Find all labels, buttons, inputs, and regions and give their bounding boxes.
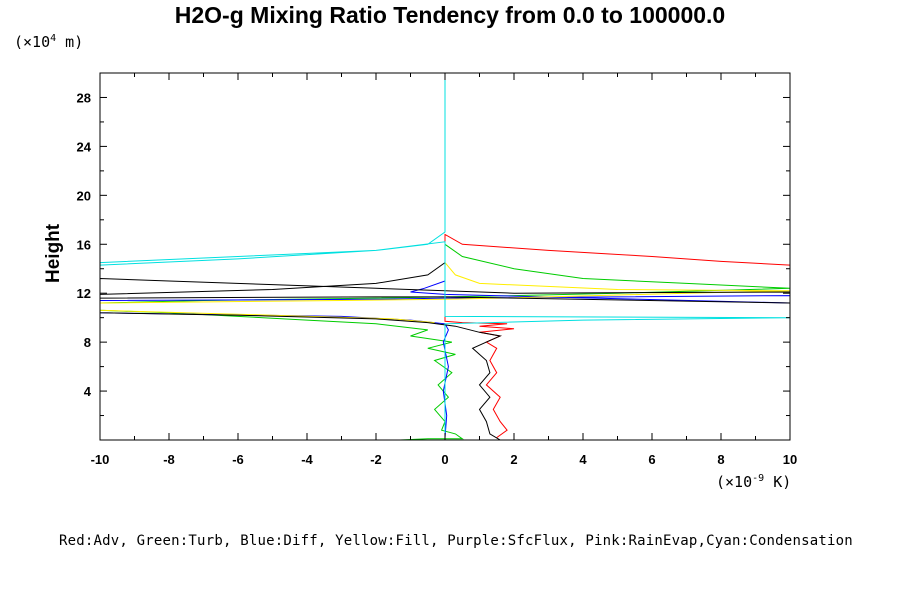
x-scale-suffix: K) bbox=[764, 473, 792, 491]
x-tick-label: -4 bbox=[301, 452, 313, 467]
series-clip-group bbox=[100, 73, 790, 440]
y-scale-suffix: m) bbox=[56, 33, 84, 51]
series-line-condensation bbox=[100, 73, 790, 440]
x-tick-label: -8 bbox=[163, 452, 175, 467]
x-axis-scale-label: (×10-9 K) bbox=[716, 473, 791, 491]
legend-text: Red:Adv, Green:Turb, Blue:Diff, Yellow:F… bbox=[59, 533, 853, 549]
x-tick-label: 6 bbox=[648, 452, 655, 467]
y-tick-label: 20 bbox=[77, 188, 91, 203]
x-tick-label: 4 bbox=[579, 452, 587, 467]
x-tick-label: 0 bbox=[441, 452, 448, 467]
series-line-total bbox=[100, 250, 790, 440]
series-line-diff bbox=[100, 268, 790, 438]
y-axis-scale-label: (×104 m) bbox=[14, 33, 83, 51]
series-line-fill bbox=[100, 250, 790, 324]
series-layer bbox=[100, 73, 790, 440]
y-tick-label: 28 bbox=[77, 90, 91, 105]
chart-title: H2O-g Mixing Ratio Tendency from 0.0 to … bbox=[174, 2, 726, 28]
x-tick-label: 10 bbox=[783, 452, 797, 467]
x-tick-label: -2 bbox=[370, 452, 382, 467]
x-tick-label: 2 bbox=[510, 452, 517, 467]
x-tick-label: -6 bbox=[232, 452, 244, 467]
x-tick-label: 8 bbox=[717, 452, 724, 467]
x-scale-prefix: (×10 bbox=[716, 473, 753, 491]
y-tick-label: 16 bbox=[77, 237, 91, 252]
x-scale-exponent: -9 bbox=[752, 473, 765, 484]
x-tick-label: -10 bbox=[91, 452, 110, 467]
y-scale-exponent: 4 bbox=[50, 33, 57, 44]
y-scale-prefix: (×10 bbox=[14, 33, 51, 51]
y-tick-label: 4 bbox=[84, 384, 92, 399]
y-tick-label: 12 bbox=[77, 286, 91, 301]
series-line-adv bbox=[444, 233, 790, 439]
y-tick-label: 24 bbox=[77, 139, 92, 154]
y-tick-label: 8 bbox=[84, 335, 91, 350]
